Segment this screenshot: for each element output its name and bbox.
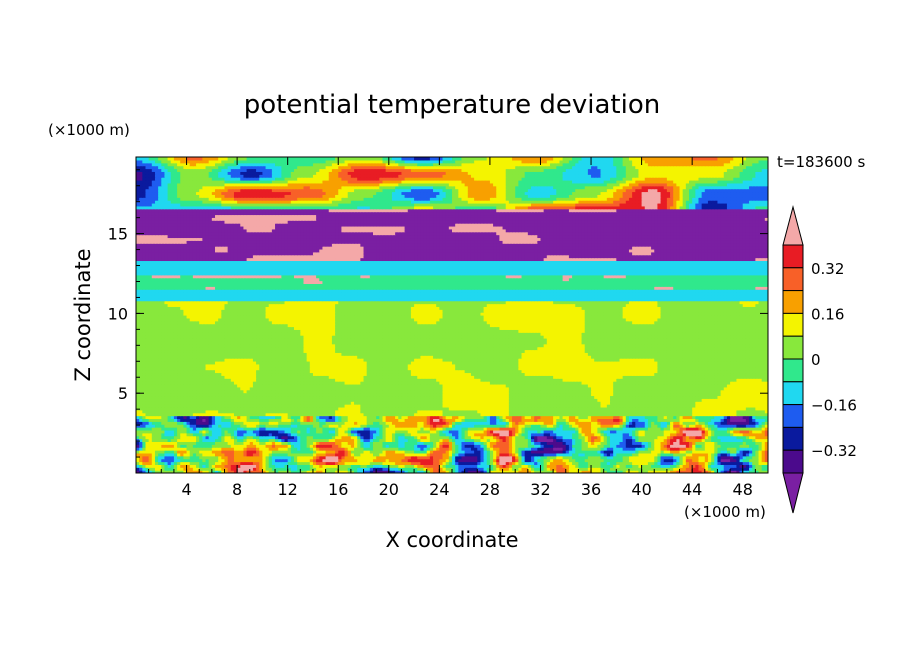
y-unit-label: (×1000 m) [48, 121, 130, 139]
contour-field [136, 157, 769, 474]
chart-title: potential temperature deviation [244, 90, 660, 120]
time-label: t=183600 s [777, 153, 865, 171]
